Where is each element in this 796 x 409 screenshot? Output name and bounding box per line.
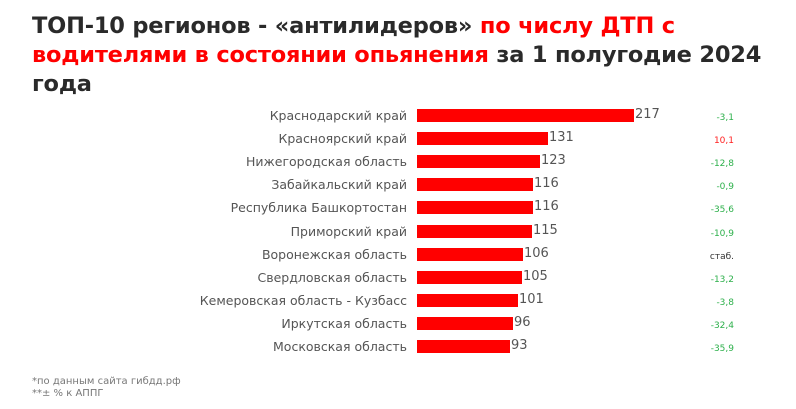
- category-label: Кемеровская область - Кузбасс: [199, 292, 407, 308]
- footnotes: *по данным сайта гибдд.рф **± % к АППГ: [32, 376, 181, 400]
- change-percent: -32,4: [710, 320, 734, 331]
- value-label: 217: [635, 107, 660, 122]
- category-label: Приморский край: [290, 223, 407, 239]
- footnote-source: *по данным сайта гибдд.рф: [32, 376, 181, 387]
- bar: [417, 247, 523, 261]
- value-label: 106: [524, 245, 549, 261]
- title-part-dark: ТОП-10 регионов - «антилидеров»: [32, 13, 480, 39]
- category-label: Московская область: [273, 339, 407, 354]
- bar-row: Нижегородская область 123 -12,8: [0, 152, 796, 175]
- bar-row: Краснодарский край 217 -3,1: [0, 106, 796, 129]
- bar-row: Воронежская область 106 стаб.: [0, 245, 796, 268]
- title-part-dark-end: за 1 полугодие 2024 года: [32, 42, 762, 97]
- change-percent: -13,2: [710, 274, 734, 285]
- change-percent: -35,6: [710, 205, 734, 216]
- bar: [417, 316, 513, 330]
- bar-row: Свердловская область 105 -13,2: [0, 268, 796, 291]
- title-part-red: по числу ДТП с водителями в состоянии оп…: [32, 13, 675, 68]
- bar-row: Приморский край 115 -10,9: [0, 222, 796, 245]
- category-label: Нижегородская область: [245, 154, 407, 170]
- change-percent: стаб.: [709, 251, 734, 262]
- bar-row: Кемеровская область - Кузбасс 101 -3,8: [0, 291, 796, 314]
- footnote-change: **± % к АППГ: [32, 388, 104, 399]
- change-percent: -12,8: [710, 159, 734, 170]
- change-percent: -35,9: [710, 344, 734, 354]
- bar-row: Иркутская область 96 -32,4: [0, 314, 796, 337]
- value-label: 115: [533, 222, 558, 238]
- change-percent: -3,1: [716, 113, 734, 123]
- bar: [417, 340, 510, 353]
- value-label: 116: [534, 176, 559, 192]
- bar-row: Красноярский край 131 10,1: [0, 129, 796, 152]
- change-percent: -0,9: [716, 182, 734, 193]
- bar-row: Московская область 93 -35,9: [0, 337, 796, 360]
- bar-row: Республика Башкортостан 116 -35,6: [0, 198, 796, 221]
- bar: [417, 270, 522, 284]
- category-label: Свердловская область: [257, 269, 407, 285]
- category-label: Забайкальский край: [271, 177, 407, 193]
- category-label: Воронежская область: [261, 246, 407, 262]
- bar-row: Забайкальский край 116 -0,9: [0, 175, 796, 198]
- bar: [417, 201, 533, 215]
- value-label: 131: [549, 130, 574, 146]
- category-label: Красноярский край: [278, 131, 407, 147]
- value-label: 123: [541, 153, 566, 169]
- value-label: 96: [514, 314, 531, 330]
- chart-title: ТОП-10 регионов - «антилидеров» по числу…: [32, 12, 792, 99]
- category-label: Иркутская область: [281, 315, 407, 331]
- bar: [417, 224, 532, 238]
- value-label: 105: [523, 268, 548, 284]
- bar: [417, 293, 518, 307]
- value-label: 93: [511, 338, 528, 353]
- bar: [417, 155, 540, 169]
- change-percent: 10,1: [713, 136, 734, 147]
- bar: [417, 132, 548, 146]
- category-label: Краснодарский край: [269, 108, 407, 123]
- category-label: Республика Башкортостан: [230, 200, 407, 216]
- change-percent: -10,9: [710, 228, 734, 239]
- value-label: 116: [534, 199, 559, 215]
- change-percent: -3,8: [716, 297, 734, 308]
- bar: [417, 109, 634, 122]
- bar: [417, 178, 533, 192]
- value-label: 101: [519, 291, 544, 307]
